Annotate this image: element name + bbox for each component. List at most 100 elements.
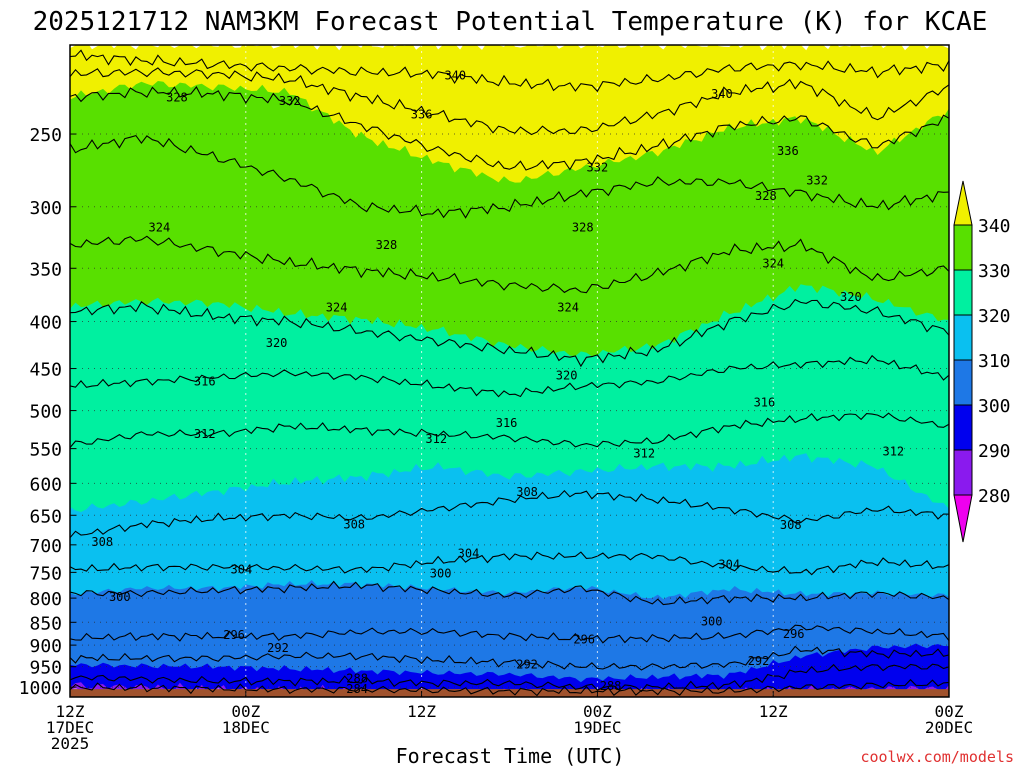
colorbar-arrow-bottom xyxy=(953,494,973,543)
contour-label-316: 316 xyxy=(194,375,216,389)
contour-label-308: 308 xyxy=(91,535,113,549)
contour-label-312: 312 xyxy=(194,427,216,441)
contour-label-308: 308 xyxy=(780,518,802,532)
colorbar-label-320: 320 xyxy=(978,306,1011,327)
contour-label-296: 296 xyxy=(223,628,245,642)
colorbar-label-300: 300 xyxy=(978,396,1011,417)
contour-label-340: 340 xyxy=(711,87,733,101)
contour-label-328: 328 xyxy=(166,90,188,104)
contour-label-312: 312 xyxy=(633,447,655,461)
colorbar-label-280: 280 xyxy=(978,486,1011,507)
y-tick-label-850: 850 xyxy=(29,613,62,634)
colorbar-label-290: 290 xyxy=(978,441,1011,462)
contour-label-312: 312 xyxy=(425,432,447,446)
contour-label-304: 304 xyxy=(231,563,253,577)
watermark: coolwx.com/models xyxy=(860,748,1014,766)
contour-label-308: 308 xyxy=(516,485,538,499)
y-tick-label-1000: 1000 xyxy=(19,678,62,699)
contour-316 xyxy=(70,354,949,398)
contour-label-328: 328 xyxy=(755,189,777,203)
contour-label-300: 300 xyxy=(430,566,452,580)
contour-332 xyxy=(70,86,949,171)
contour-label-332: 332 xyxy=(279,94,301,108)
contour-label-316: 316 xyxy=(754,396,776,410)
y-tick-label-300: 300 xyxy=(29,198,62,219)
colorbar-segment xyxy=(953,269,973,316)
ground-layer xyxy=(70,689,949,697)
contour-308 xyxy=(70,490,949,539)
x-tick-label: 12Z xyxy=(56,702,85,721)
x-tick-label: 12Z xyxy=(759,702,788,721)
grid-lines xyxy=(70,45,949,697)
contour-292 xyxy=(70,645,949,671)
contour-336 xyxy=(70,67,949,136)
contour-288 xyxy=(70,663,949,693)
contour-label-292: 292 xyxy=(516,658,538,672)
x-tick-label: 2025 xyxy=(51,734,90,753)
contour-label-308: 308 xyxy=(343,517,365,531)
y-tick-label-900: 900 xyxy=(29,636,62,657)
x-tick-label: 19DEC xyxy=(573,718,621,737)
contour-label-292: 292 xyxy=(267,641,289,655)
contour-284 xyxy=(70,678,949,697)
y-tick-label-700: 700 xyxy=(29,536,62,557)
colorbar-segment xyxy=(953,449,973,496)
colorbar-label-310: 310 xyxy=(978,351,1011,372)
contour-label-320: 320 xyxy=(556,369,578,383)
colorbar-segment xyxy=(953,359,973,406)
contour-300 xyxy=(70,580,949,606)
fill-bands xyxy=(70,45,949,697)
chart-title: 2025121712 NAM3KM Forecast Potential Tem… xyxy=(33,7,988,37)
x-tick-label: 12Z xyxy=(407,702,436,721)
y-tick-label-950: 950 xyxy=(29,658,62,679)
x-tick-label: 00Z xyxy=(935,702,964,721)
contour-label-296: 296 xyxy=(783,627,805,641)
x-tick-label: 00Z xyxy=(231,702,260,721)
contour-label-320: 320 xyxy=(840,290,862,304)
contour-label-324: 324 xyxy=(326,300,348,314)
y-tick-label-550: 550 xyxy=(29,440,62,461)
x-tick-label: 18DEC xyxy=(222,718,270,737)
contour-label-320: 320 xyxy=(266,336,288,350)
ground xyxy=(70,689,949,697)
colorbar-label-340: 340 xyxy=(978,216,1011,237)
contour-label-332: 332 xyxy=(806,174,828,188)
contour-328 xyxy=(70,134,949,219)
contour-label-336: 336 xyxy=(411,107,433,121)
y-axis: 2503003504004505005506006507007508008509… xyxy=(19,125,76,699)
contour-296 xyxy=(70,624,949,644)
y-tick-label-500: 500 xyxy=(29,402,62,423)
contour-label-324: 324 xyxy=(557,300,579,314)
contour-label-324: 324 xyxy=(149,221,171,235)
colorbar-label-330: 330 xyxy=(978,261,1011,282)
contour-320 xyxy=(70,298,949,368)
contour-312 xyxy=(70,412,949,448)
contour-label-332: 332 xyxy=(587,161,609,175)
colorbar-arrow-top xyxy=(953,180,973,226)
x-tick-label: 17DEC xyxy=(46,718,94,737)
contour-label-300: 300 xyxy=(701,614,723,628)
colorbar-segment xyxy=(953,314,973,361)
plot-frame xyxy=(69,44,950,698)
contour-labels: 340 340 336 332 328 336 332 332 328 324 328 328 324 3… xyxy=(91,69,904,696)
contour-label-328: 328 xyxy=(376,238,398,252)
band-300 xyxy=(70,580,949,697)
contour-label-340: 340 xyxy=(444,69,466,83)
contour-340 xyxy=(70,49,949,93)
y-tick-label-250: 250 xyxy=(29,125,62,146)
contour-label-324: 324 xyxy=(762,257,784,271)
x-axis-label: Forecast Time (UTC) xyxy=(396,744,625,768)
contour-324 xyxy=(70,235,949,294)
contour-label-304: 304 xyxy=(718,557,740,571)
contour-label-336: 336 xyxy=(777,144,799,158)
y-tick-label-350: 350 xyxy=(29,259,62,280)
x-tick-label: 20DEC xyxy=(925,718,973,737)
y-tick-label-750: 750 xyxy=(29,563,62,584)
contour-label-284: 284 xyxy=(346,682,368,696)
y-tick-label-650: 650 xyxy=(29,506,62,527)
contour-label-328: 328 xyxy=(572,221,594,235)
contour-label-304: 304 xyxy=(458,546,480,560)
colorbar-segment xyxy=(953,404,973,451)
contour-label-316: 316 xyxy=(496,416,518,430)
